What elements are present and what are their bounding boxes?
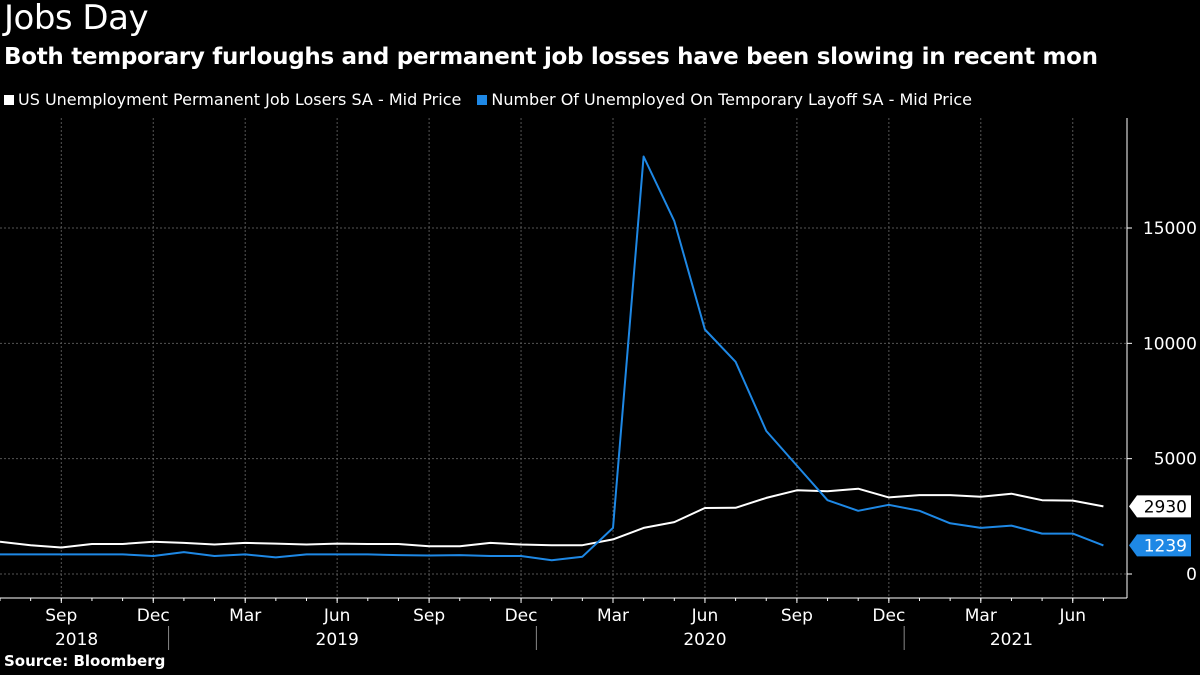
- chart-subtitle: Both temporary furloughs and permanent j…: [4, 44, 1098, 70]
- legend-swatch-permanent: [4, 94, 14, 105]
- x-tick-label-1: Dec: [137, 606, 170, 626]
- x-tick-label-5: Dec: [505, 606, 538, 626]
- temporary-last-value-badge-label: 1239: [1144, 536, 1187, 556]
- year-label-0: 2018: [55, 630, 98, 650]
- temporary-series-line: [0, 155, 1104, 562]
- legend: US Unemployment Permanent Job Losers SA …: [4, 90, 972, 109]
- source-note: Source: Bloomberg: [4, 652, 166, 670]
- x-tick-label-6: Mar: [597, 606, 629, 626]
- x-tick-label-7: Jun: [691, 606, 719, 626]
- x-tick-label-2: Mar: [229, 606, 261, 626]
- y-tick-label-1: 5000: [1154, 450, 1197, 470]
- y-tick-label-3: 15000: [1143, 219, 1197, 239]
- y-tick-label-0: 0: [1186, 565, 1197, 585]
- x-tick-label-9: Dec: [872, 606, 905, 626]
- year-label-1: 2019: [316, 630, 359, 650]
- year-label-2: 2020: [683, 630, 726, 650]
- permanent-last-value-badge-label: 2930: [1144, 497, 1187, 517]
- y-tick-label-2: 10000: [1143, 334, 1197, 354]
- legend-label-permanent: US Unemployment Permanent Job Losers SA …: [18, 90, 462, 109]
- temporary-last-value-badge: [1129, 534, 1191, 557]
- year-label-3: 2021: [990, 630, 1033, 650]
- x-tick-label-8: Sep: [781, 606, 813, 626]
- x-tick-label-11: Jun: [1058, 606, 1086, 626]
- legend-label-temporary: Number Of Unemployed On Temporary Layoff…: [491, 90, 972, 109]
- legend-item-temporary: Number Of Unemployed On Temporary Layoff…: [477, 90, 972, 109]
- legend-swatch-temporary: [477, 94, 488, 105]
- permanent-series-line: [0, 487, 1104, 549]
- permanent-last-value-badge: [1129, 495, 1191, 518]
- chart-title: Jobs Day: [4, 0, 149, 38]
- x-tick-label-10: Mar: [965, 606, 997, 626]
- x-tick-label-3: Jun: [323, 606, 351, 626]
- x-tick-label-4: Sep: [413, 606, 445, 626]
- x-tick-label-0: Sep: [45, 606, 77, 626]
- legend-item-permanent: US Unemployment Permanent Job Losers SA …: [4, 90, 461, 109]
